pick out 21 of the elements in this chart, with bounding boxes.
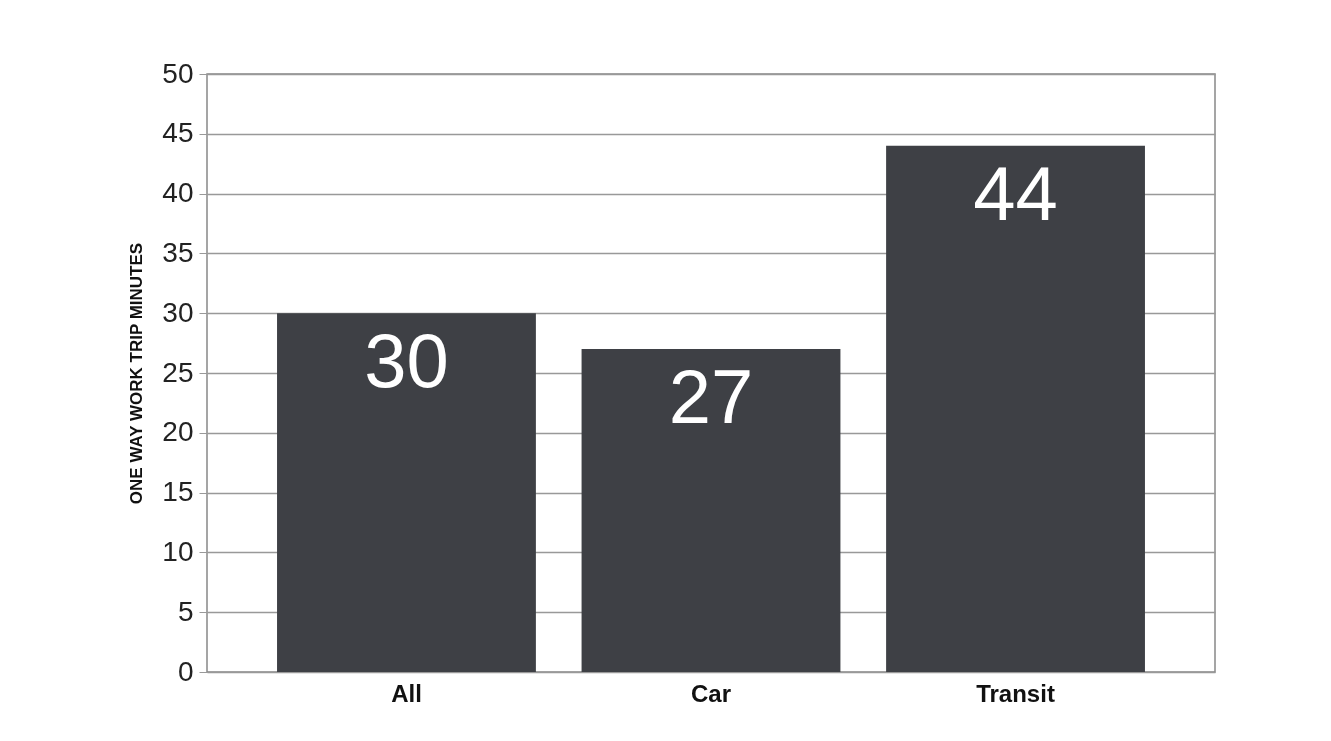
y-tick-label: 10 <box>162 535 194 567</box>
y-tick-label: 15 <box>162 476 194 508</box>
y-tick-label: 35 <box>162 236 194 268</box>
y-tick-label: 50 <box>162 57 194 89</box>
bar <box>277 313 536 672</box>
x-tick-label: Car <box>690 679 732 707</box>
data-label: 30 <box>364 318 449 404</box>
y-tick-label: 30 <box>162 296 194 328</box>
y-tick-label: 25 <box>162 356 194 388</box>
y-tick-label: 40 <box>162 177 194 209</box>
bar <box>886 145 1145 672</box>
y-tick-label: 20 <box>162 416 194 448</box>
data-label: 27 <box>668 354 754 440</box>
x-tick-label: Transit <box>976 679 1055 707</box>
y-tick-label: 0 <box>177 655 194 687</box>
bar <box>581 349 841 672</box>
y-tick-label: 5 <box>177 595 194 627</box>
x-tick-label: All <box>391 679 422 707</box>
data-label: 44 <box>973 150 1058 236</box>
y-tick-label: 45 <box>162 117 194 149</box>
y-axis-title: ONE WAY WORK TRIP MINUTES <box>127 242 147 505</box>
